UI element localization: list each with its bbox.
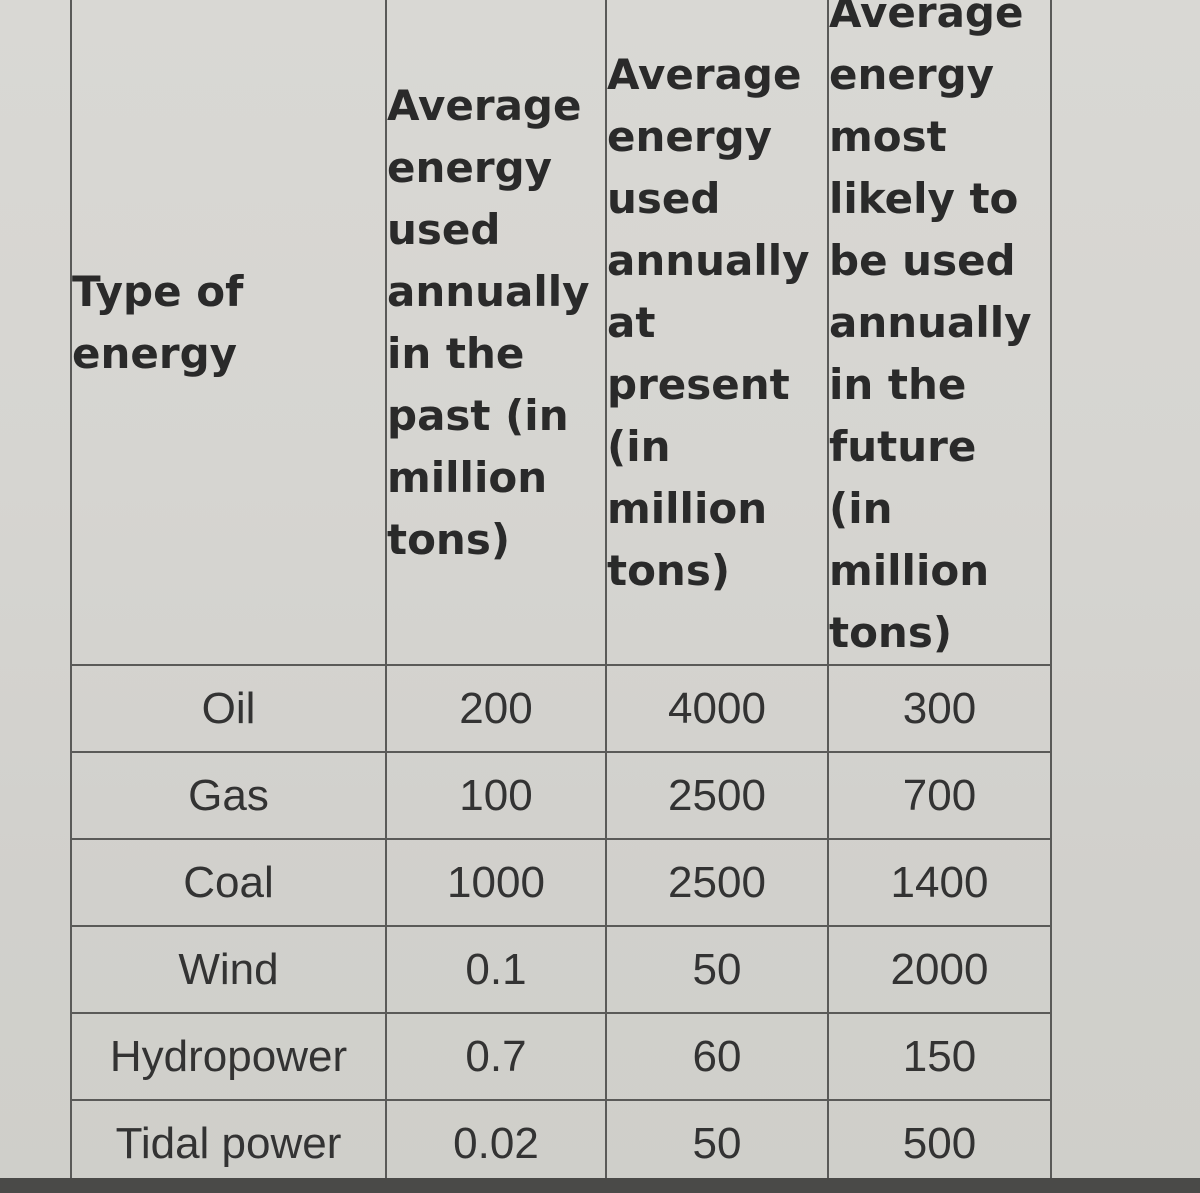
energy-type-cell: Hydropower [70,1012,387,1101]
present-value-cell: 2500 [605,838,829,927]
future-value-cell: 150 [827,1012,1052,1101]
present-value-cell: 50 [605,925,829,1014]
future-value-cell: 300 [827,664,1052,753]
future-value-cell: 700 [827,751,1052,840]
past-value-cell: 100 [385,751,607,840]
past-value-cell: 0.7 [385,1012,607,1101]
energy-type-cell: Oil [70,664,387,753]
present-value-cell: 50 [605,1099,829,1188]
energy-type-cell: Tidal power [70,1099,387,1188]
table-row: Oil 200 4000 300 [70,664,1052,753]
present-value-cell: 4000 [605,664,829,753]
table-row: Wind 0.1 50 2000 [70,925,1052,1014]
energy-type-cell: Wind [70,925,387,1014]
table-row: Gas 100 2500 700 [70,751,1052,840]
present-value-cell: 60 [605,1012,829,1101]
future-value-cell: 2000 [827,925,1052,1014]
table-row: Hydropower 0.7 60 150 [70,1012,1052,1101]
table-row: Coal 1000 2500 1400 [70,838,1052,927]
past-value-cell: 200 [385,664,607,753]
past-value-cell: 0.1 [385,925,607,1014]
header-future-usage: Average energy most likely to be used an… [827,0,1052,666]
header-type-of-energy: Type of energy [70,0,387,666]
future-value-cell: 500 [827,1099,1052,1188]
future-value-cell: 1400 [827,838,1052,927]
table-row: Tidal power 0.02 50 500 [70,1099,1052,1188]
present-value-cell: 2500 [605,751,829,840]
energy-usage-table: Type of energy Average energy used annua… [70,0,1052,1188]
past-value-cell: 1000 [385,838,607,927]
header-row: Type of energy Average energy used annua… [70,0,1052,666]
past-value-cell: 0.02 [385,1099,607,1188]
header-present-usage: Average energy used annually at present … [605,0,829,666]
energy-type-cell: Coal [70,838,387,927]
energy-type-cell: Gas [70,751,387,840]
header-past-usage: Average energy used annually in the past… [385,0,607,666]
bottom-edge-shadow [0,1178,1200,1193]
